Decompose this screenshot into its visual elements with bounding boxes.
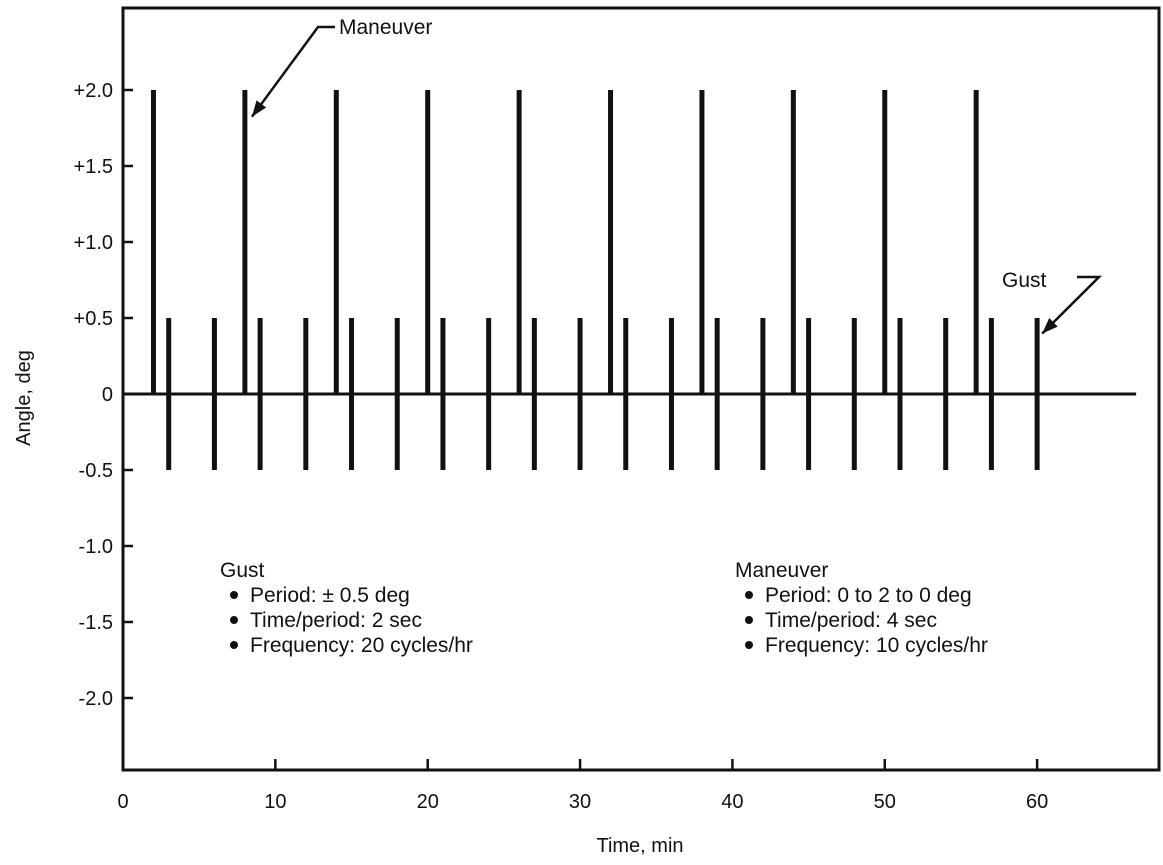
y-tick-label: -1.0 <box>79 536 113 558</box>
y-tick-label: +2.0 <box>74 80 113 102</box>
maneuver-leader-line <box>250 25 335 118</box>
legend-title: Gust <box>220 559 265 582</box>
bullet-icon <box>230 591 238 599</box>
y-axis-title: Angle, deg <box>13 350 35 446</box>
y-tick-label: +0.5 <box>74 308 113 330</box>
legend-item: Frequency: 20 cycles/hr <box>250 634 473 657</box>
x-tick-label: 10 <box>264 791 286 813</box>
series-maneuver <box>150 90 979 394</box>
legend-title: Maneuver <box>735 559 828 582</box>
bullet-icon <box>230 616 238 624</box>
x-tick-label: 0 <box>117 791 128 813</box>
x-tick-label: 30 <box>569 791 591 813</box>
y-tick-label: +1.5 <box>74 156 113 178</box>
maneuver-annotation-label: Maneuver <box>339 16 432 39</box>
x-axis: 0 10 20 30 40 50 60 <box>117 759 1048 813</box>
legend-item: Time/period: 2 sec <box>250 609 422 632</box>
bullet-icon <box>745 616 753 624</box>
maneuver-arrowhead <box>251 100 267 117</box>
plot-frame <box>121 6 1161 772</box>
legend-item: Period: ± 0.5 deg <box>250 584 410 607</box>
bullet-icon <box>745 591 753 599</box>
x-tick-label: 40 <box>721 791 743 813</box>
series-gust <box>166 318 1040 470</box>
annotations: Maneuver Gust <box>250 16 1103 335</box>
y-tick-label: -2.0 <box>79 688 113 710</box>
y-tick-label: -1.5 <box>79 612 113 634</box>
legend-item: Frequency: 10 cycles/hr <box>765 634 988 657</box>
y-tick-label: 0 <box>102 384 113 406</box>
legend-item: Period: 0 to 2 to 0 deg <box>765 584 972 607</box>
bullet-icon <box>230 641 238 649</box>
x-tick-label: 60 <box>1026 791 1048 813</box>
y-tick-label: -0.5 <box>79 460 113 482</box>
bullet-icon <box>745 641 753 649</box>
x-tick-label: 20 <box>417 791 439 813</box>
gust-leader-line <box>1041 275 1103 335</box>
y-tick-label: +1.0 <box>74 232 113 254</box>
x-axis-title: Time, min <box>596 835 683 857</box>
legend-item: Time/period: 4 sec <box>765 609 937 632</box>
x-tick-label: 50 <box>874 791 896 813</box>
gust-annotation-label: Gust <box>1002 269 1047 292</box>
gust-arrowhead <box>1042 318 1058 334</box>
plot-marks <box>150 90 1040 470</box>
